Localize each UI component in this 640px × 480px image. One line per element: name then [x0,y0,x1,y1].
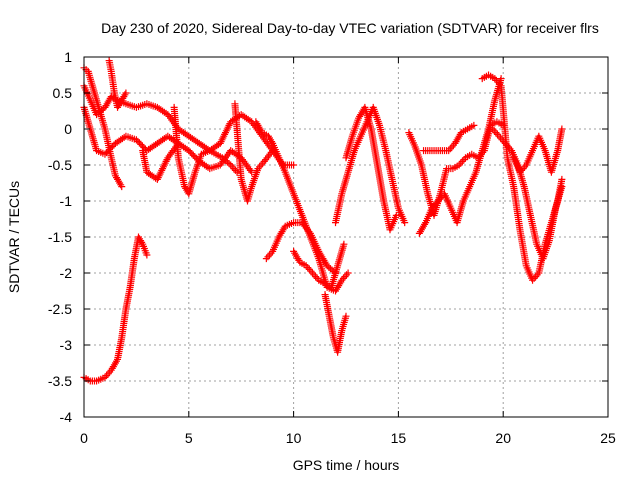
data-point [392,211,400,219]
series-arc-h [231,100,277,205]
y-tick-label: -1 [60,193,73,209]
x-tick-label: 15 [391,430,407,446]
data-point [340,240,348,248]
data-point [265,251,273,259]
series-arc-l [321,291,350,356]
data-point [493,130,501,138]
data-point [191,153,199,161]
data-point [558,183,566,191]
series-arc-s [489,125,566,263]
data-point [140,144,148,152]
series-arc-m [332,103,409,227]
y-tick-label: -2 [60,265,73,281]
plot-area [80,57,566,385]
data-point [341,273,349,281]
data-point [308,269,316,277]
series-arc-q [420,121,478,155]
y-tick-label: -0.5 [48,157,72,173]
data-point [558,125,566,133]
data-point [134,137,142,145]
data-point [343,271,351,279]
axis-ticks [83,56,609,418]
data-point [312,273,320,281]
data-point [102,149,110,157]
x-tick-label: 10 [286,430,302,446]
x-axis-label: GPS time / hours [293,457,400,473]
data-point [342,312,350,320]
data-point [495,132,503,140]
series-arc-g [170,103,241,198]
data-point [118,183,126,191]
chart-title: Day 230 of 2020, Sidereal Day-to-day VTE… [101,20,599,36]
x-tick-label: 20 [495,430,511,446]
x-tick-label: 25 [600,430,616,446]
y-tick-label: -3 [60,337,73,353]
data-point [132,136,140,144]
y-tick-label: 1 [64,49,72,65]
data-point [108,142,116,150]
y-tick-label: 0.5 [53,85,73,101]
y-tick-label: -1.5 [48,229,72,245]
data-point [401,219,409,227]
data-point [122,89,130,97]
data-point [446,145,454,153]
series-arc-j [262,219,340,277]
y-tick-label: 0 [64,121,72,137]
data-point [186,148,194,156]
y-axis: 1 0.5 0 -0.5 -1 -1.5 -2 -2.5 -3 -3.5 -4 [48,49,72,425]
x-tick-label: 0 [80,430,88,446]
data-point [307,267,315,275]
data-point [344,269,352,277]
y-tick-label: -2.5 [48,301,72,317]
data-point [135,139,143,147]
data-point [305,265,313,273]
data-point [470,121,478,129]
series-arc-n [342,103,400,234]
data-point [448,143,456,151]
x-tick-label: 5 [185,430,193,446]
series-arc-p [415,75,505,237]
data-point [492,129,500,137]
data-point [230,165,238,173]
series-arc-k [290,240,348,291]
data-point [558,175,566,183]
data-point [225,160,233,168]
data-point [228,163,236,171]
data-point [233,168,241,176]
y-tick-label: -4 [60,409,73,425]
data-point [104,370,112,378]
data-point [257,161,265,169]
grid [84,57,608,417]
data-point [262,255,270,263]
data-point [264,253,272,261]
x-axis: 0 5 10 15 20 25 [80,430,616,446]
data-point [185,147,193,155]
y-axis-label: SDTVAR / TECUs [6,181,22,293]
data-point [290,161,298,169]
data-point [310,271,318,279]
data-point [458,157,466,165]
y-tick-label: -3.5 [48,373,72,389]
series-arc-o [405,118,507,219]
data-point [497,75,505,83]
series-arc-t [510,125,566,176]
data-point [189,151,197,159]
data-point [137,140,145,148]
data-point [143,251,151,259]
data-point [188,150,196,158]
series-arc-d [105,57,130,111]
